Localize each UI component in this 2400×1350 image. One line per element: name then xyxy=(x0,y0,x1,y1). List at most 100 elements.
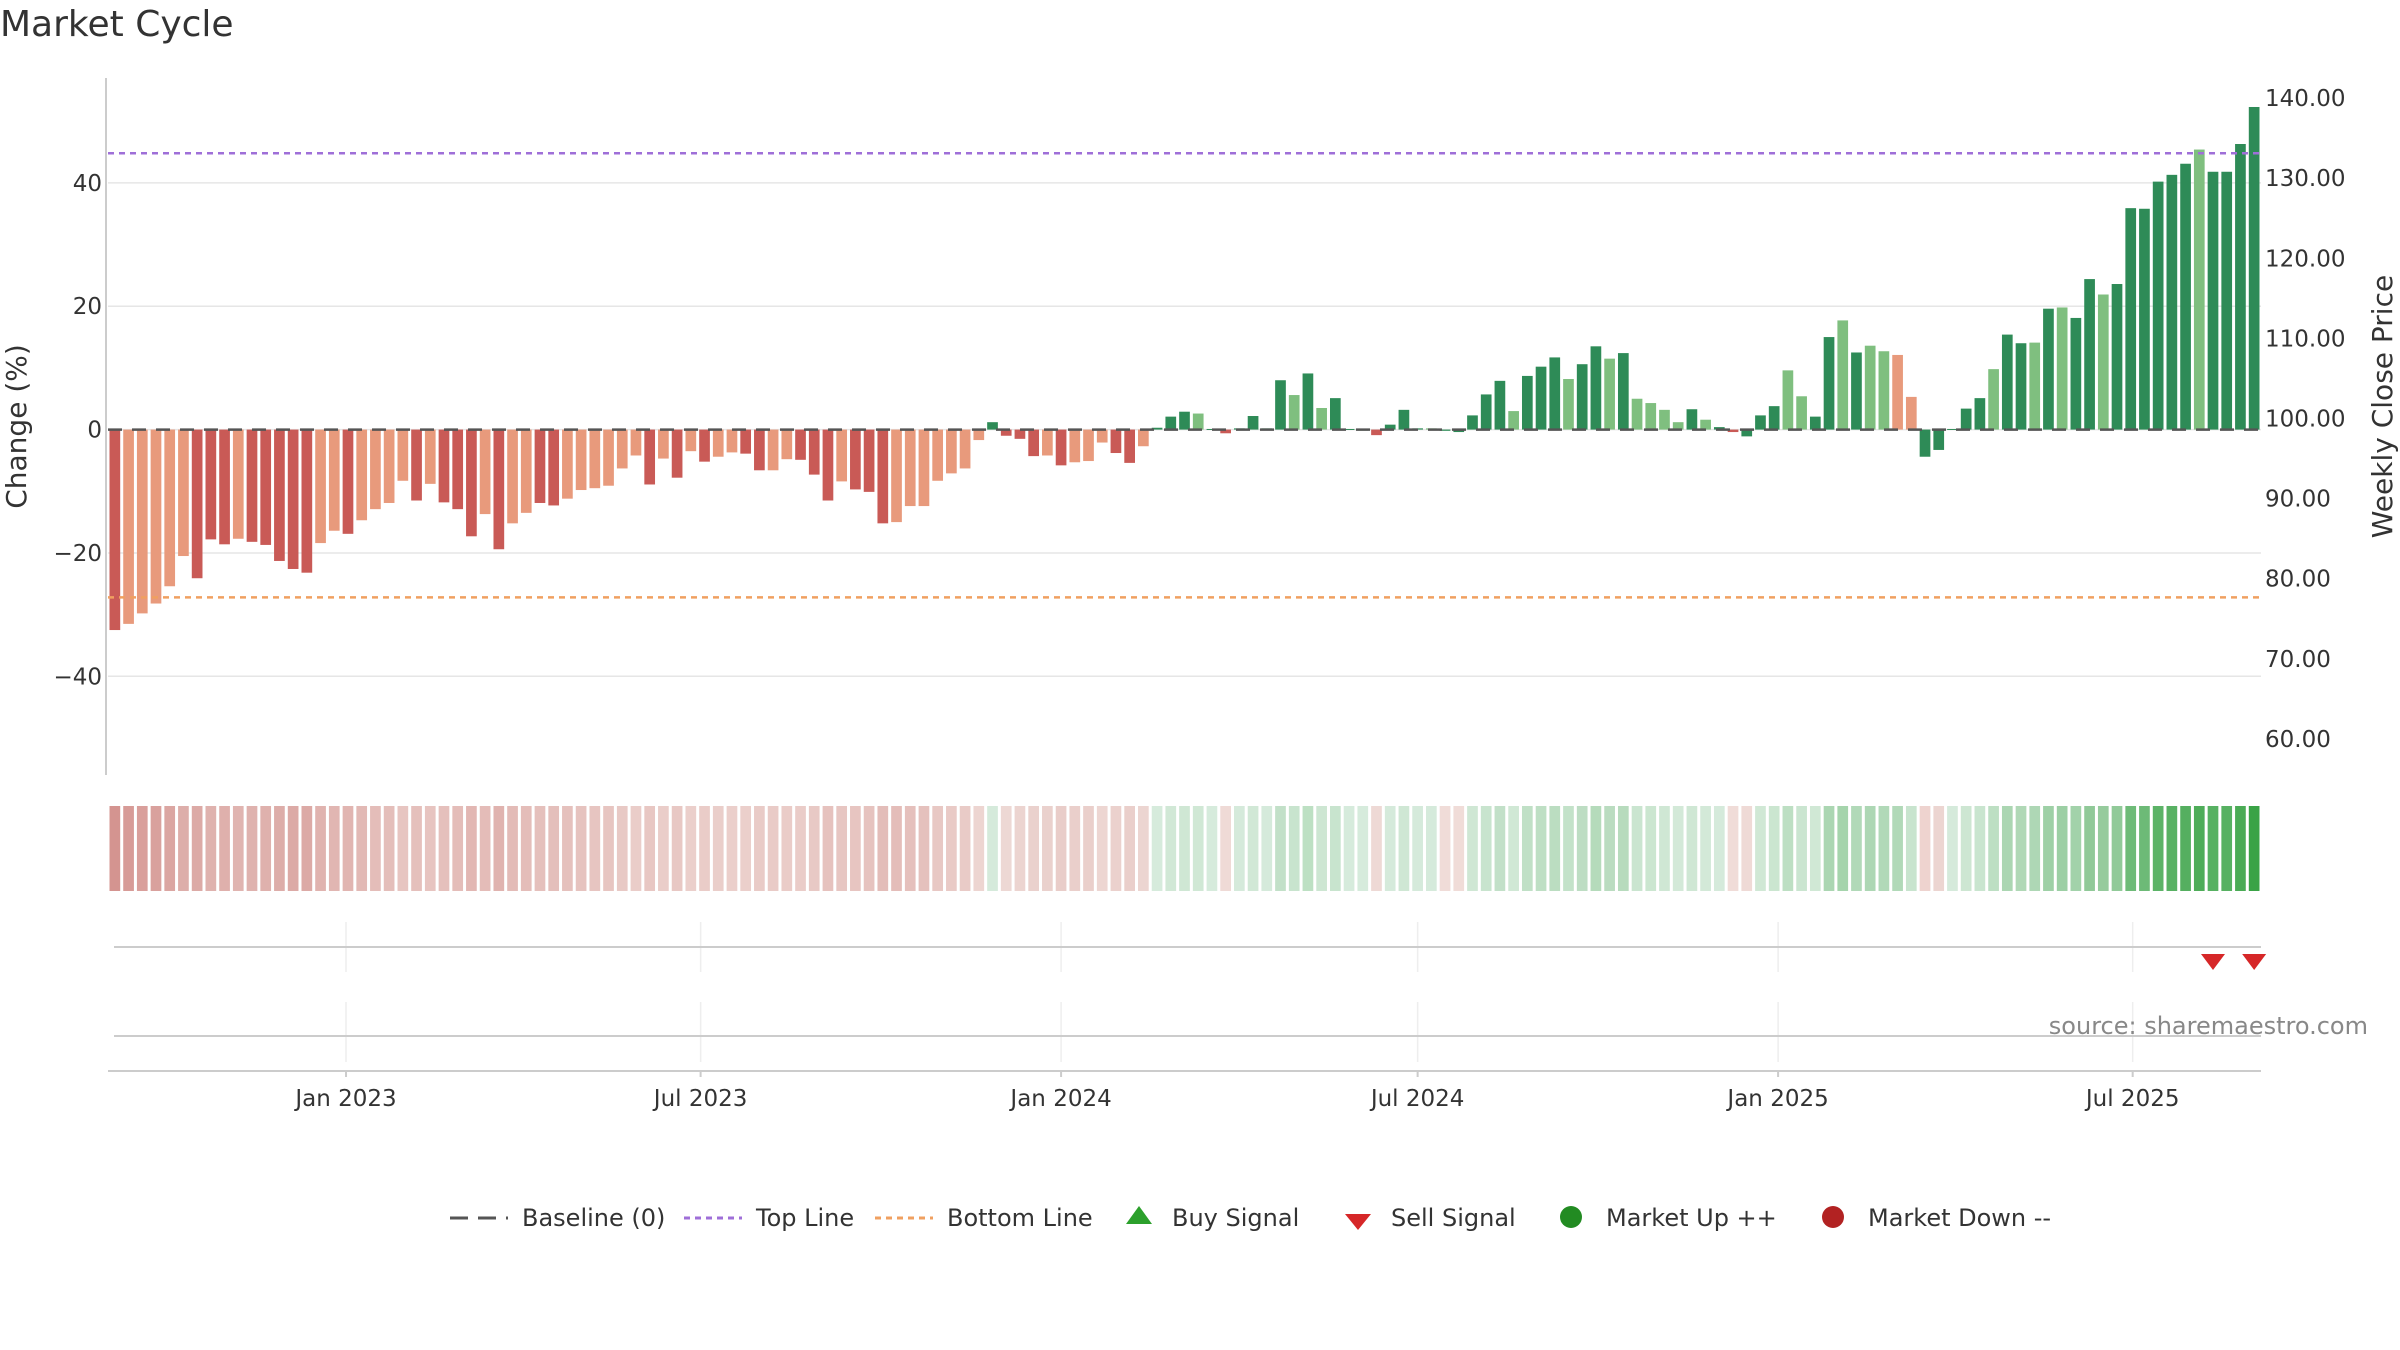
sell-signal-marker xyxy=(2201,954,2226,970)
legend-label: Sell Signal xyxy=(1391,1204,1516,1232)
heatmap-cell xyxy=(946,806,957,891)
heatmap-cell xyxy=(287,806,299,891)
y2-tick-label: 120.00 xyxy=(2265,246,2345,272)
legend-item-2[interactable]: Bottom Line xyxy=(875,1204,1093,1232)
y-axis-title: Change (%) xyxy=(0,344,33,509)
triangle-up-icon xyxy=(1126,1206,1152,1224)
bar xyxy=(726,429,738,453)
heatmap-cell xyxy=(1960,806,1972,891)
bar xyxy=(150,429,162,604)
heatmap-cell xyxy=(877,806,889,891)
bar xyxy=(822,429,834,501)
x-tick-label: Jan 2024 xyxy=(1008,1086,1111,1112)
bar xyxy=(232,429,244,539)
bar xyxy=(191,429,203,579)
bar xyxy=(1247,416,1259,430)
heatmap-cell xyxy=(2139,806,2150,891)
bar xyxy=(959,429,971,469)
bar xyxy=(109,429,121,631)
bar xyxy=(1467,415,1478,430)
bar xyxy=(877,429,889,524)
heatmap-cell xyxy=(987,806,998,891)
bar xyxy=(2097,294,2109,430)
bar xyxy=(1439,429,1451,431)
y-tick-label: 0 xyxy=(87,418,102,444)
bar xyxy=(1878,351,1890,430)
bar xyxy=(507,429,518,524)
bar xyxy=(1782,370,1794,430)
heatmap-cell xyxy=(850,806,861,891)
bar xyxy=(1631,398,1643,430)
legend-label: Top Line xyxy=(755,1204,854,1232)
bar xyxy=(603,429,614,486)
heatmap-cell xyxy=(2070,806,2082,891)
reference-lines xyxy=(108,152,2261,599)
heatmap-cell xyxy=(1947,806,1958,891)
legend-item-6[interactable]: Market Down -- xyxy=(1822,1204,2051,1232)
bar xyxy=(1768,406,1780,430)
legend-item-5[interactable]: Market Up ++ xyxy=(1560,1204,1777,1232)
heatmap-cell xyxy=(740,806,752,891)
y-tick-label: 40 xyxy=(73,171,102,197)
legend-item-4[interactable]: Sell Signal xyxy=(1345,1204,1516,1232)
bar xyxy=(246,429,258,542)
bar xyxy=(219,429,230,545)
bar xyxy=(1576,364,1588,430)
bar xyxy=(987,422,998,430)
legend-label: Market Down -- xyxy=(1868,1204,2051,1232)
heatmap-cell xyxy=(2248,806,2260,891)
heatmap-cell xyxy=(507,806,518,891)
heatmap-cell xyxy=(2001,806,2013,891)
heatmap-cell xyxy=(109,806,121,891)
heatmap-cell xyxy=(1151,806,1163,891)
heatmap-cell xyxy=(863,806,875,891)
legend-item-1[interactable]: Top Line xyxy=(684,1204,854,1232)
heatmap-cell xyxy=(973,806,985,891)
bar xyxy=(2139,208,2150,430)
heatmap-cell xyxy=(370,806,381,891)
bar xyxy=(1892,354,1903,430)
heatmap-cell xyxy=(2029,806,2041,891)
triangle-down-icon xyxy=(1345,1214,1371,1230)
heatmap-cell xyxy=(1261,806,1273,891)
legend-item-0[interactable]: Baseline (0) xyxy=(450,1204,665,1232)
bar xyxy=(1179,411,1190,430)
heatmap-cell xyxy=(1521,806,1533,891)
bar xyxy=(767,429,779,471)
heatmap-cell xyxy=(2097,806,2109,891)
heatmap-cell xyxy=(1713,806,1725,891)
bar xyxy=(2248,106,2260,430)
bar xyxy=(1398,409,1410,430)
bar xyxy=(1151,427,1163,430)
heatmap-cell xyxy=(712,806,724,891)
bar xyxy=(493,429,505,550)
bar xyxy=(438,429,450,503)
legend-label: Baseline (0) xyxy=(522,1204,665,1232)
heatmap-cell xyxy=(1014,806,1026,891)
legend[interactable]: Baseline (0) Top Line Bottom Line Buy Signa… xyxy=(450,1204,2051,1232)
heatmap-cell xyxy=(575,806,587,891)
heatmap-cell xyxy=(1110,806,1122,891)
heatmap-cell xyxy=(1631,806,1643,891)
bar xyxy=(1371,429,1382,436)
heatmap-cell xyxy=(1480,806,1492,891)
bar xyxy=(1206,428,1218,430)
bar xyxy=(1755,415,1766,430)
heatmap-cell xyxy=(1028,806,1040,891)
chart-title: Market Cycle xyxy=(0,4,234,45)
heatmap-cell xyxy=(424,806,436,891)
heatmap-cell xyxy=(1590,806,1602,891)
bar xyxy=(1508,411,1519,430)
heatmap-cell xyxy=(136,806,148,891)
y2-tick-label: 140.00 xyxy=(2265,86,2345,112)
heatmap-cell xyxy=(301,806,313,891)
bar xyxy=(1096,429,1108,443)
heatmap-cell xyxy=(1398,806,1410,891)
bar xyxy=(1741,429,1753,437)
heatmap-cell xyxy=(1096,806,1108,891)
bar xyxy=(2111,284,2123,430)
heatmap-cell xyxy=(754,806,765,891)
legend-item-3[interactable]: Buy Signal xyxy=(1126,1204,1299,1232)
heatmap-cell xyxy=(1343,806,1355,891)
